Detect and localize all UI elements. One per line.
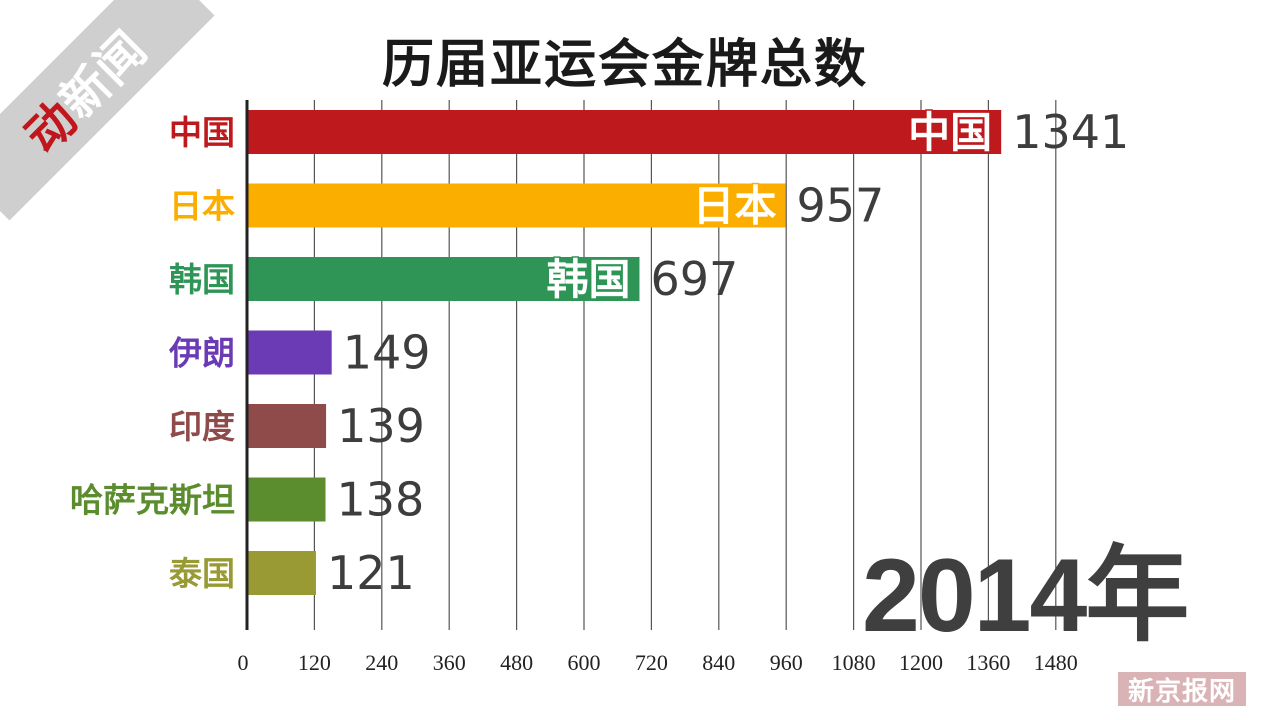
x-tick-label: 960 [770,650,803,675]
bar [248,330,332,375]
year-label: 2014年 [862,538,1189,654]
in-bar-label: 韩国 [546,255,630,304]
x-tick-label: 840 [702,650,735,675]
x-tick-label: 0 [238,650,249,675]
bar [248,110,1002,154]
x-tick-label: 480 [500,650,533,675]
category-label: 哈萨克斯坦 [70,481,235,520]
x-tick-label: 1480 [1034,650,1078,675]
category-label: 印度 [169,407,235,446]
x-tick-label: 600 [568,650,601,675]
category-label: 中国 [169,113,235,152]
value-label: 957 [797,179,885,233]
x-tick-label: 120 [298,650,331,675]
x-tick-label: 1360 [966,650,1010,675]
bars [248,110,1002,595]
bar [248,257,640,301]
x-tick-label: 720 [635,650,668,675]
bar [248,551,316,595]
value-label: 697 [650,252,738,306]
value-label: 139 [337,399,425,453]
value-label: 121 [327,546,415,600]
value-label: 149 [343,326,431,380]
x-tick-label: 360 [433,650,466,675]
x-tick-label: 1200 [899,650,943,675]
category-label: 韩国 [169,260,235,299]
category-label: 泰国 [169,554,235,593]
labels: 中国 中国 1341 日本 日本 957 韩国 韩国 697 伊朗 149 印度 139 哈萨克斯坦 138… [70,105,1129,600]
x-tick-label: 1080 [832,650,876,675]
bar [248,477,326,522]
bar [248,404,327,448]
bar [248,183,786,228]
category-label: 日本 [169,187,235,226]
chart-title: 历届亚运会金牌总数 [381,35,868,95]
value-label: 1341 [1012,105,1129,159]
in-bar-label: 中国 [908,108,992,157]
in-bar-label: 日本 [692,182,776,231]
x-axis-ticks: 0 120 240 360 480 600 720 840 960 1080 1200 1360 148… [238,650,1078,675]
category-label: 伊朗 [168,334,235,373]
x-tick-label: 240 [365,650,398,675]
watermark: 新京报网 [1118,672,1246,707]
value-label: 138 [337,473,425,527]
